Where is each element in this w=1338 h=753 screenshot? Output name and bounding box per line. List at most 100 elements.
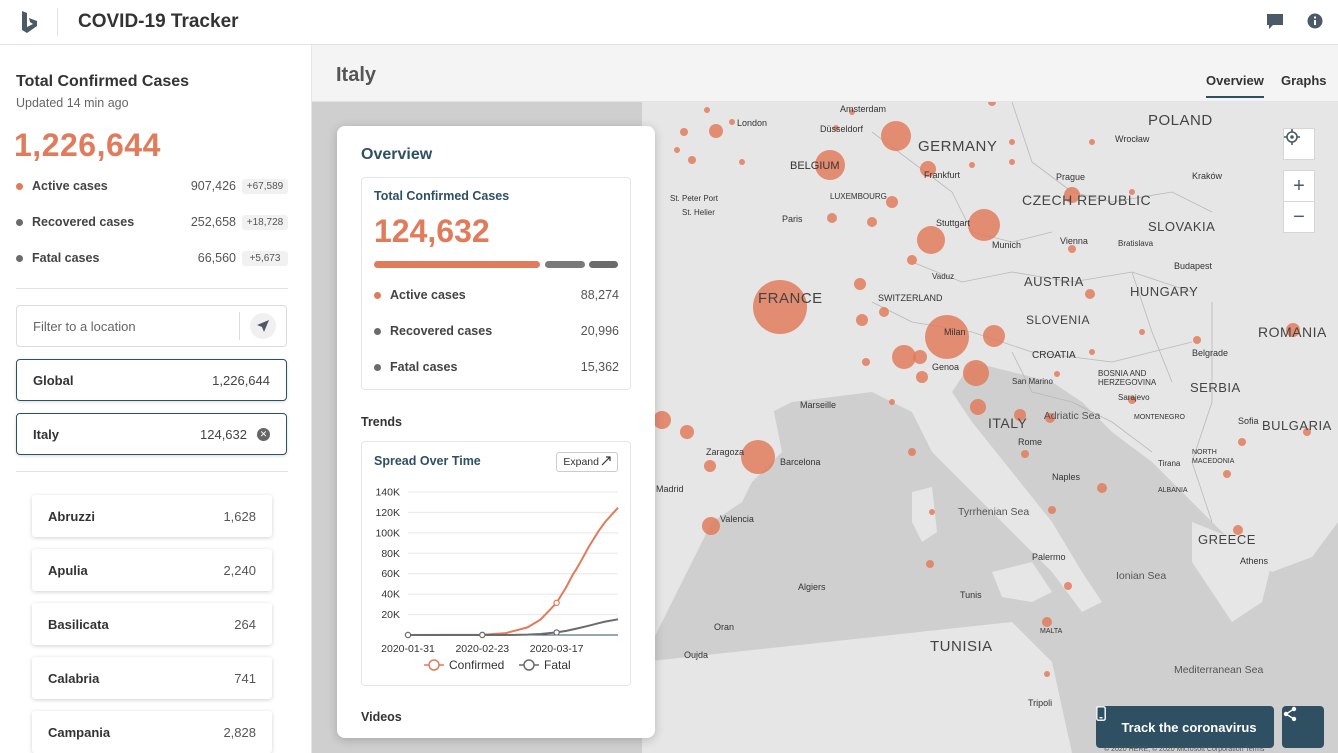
filter-separator	[239, 312, 240, 340]
map-label: NORTH MACEDONIA	[1192, 449, 1235, 465]
recenter-button[interactable]	[1283, 128, 1315, 160]
map-label: SWITZERLAND	[878, 293, 943, 303]
map-label: Naples	[1052, 472, 1081, 482]
map-label: GREECE	[1198, 532, 1256, 547]
map-label: CROATIA	[1032, 350, 1076, 361]
navigation-arrow-icon	[250, 313, 276, 339]
map-label: BELGIUM	[790, 160, 840, 172]
chart-title: Spread Over Time	[374, 454, 481, 468]
map-label: AUSTRIA	[1024, 274, 1084, 289]
location-name: Global	[33, 372, 74, 388]
tab-overview[interactable]: Overview	[1206, 73, 1264, 98]
map-label: CZECH REPUBLIC	[1022, 192, 1152, 208]
map-label: Wrocław	[1115, 134, 1150, 144]
track-button-label: Track the coronavirus	[1121, 719, 1257, 735]
map-label: Belgrade	[1192, 348, 1229, 358]
region-item-abruzzi[interactable]: Abruzzi 1,628	[32, 495, 272, 537]
spread-chart: 20K 40K 60K 80K 100K 120K 140K 2020-01-31 2020-0…	[375, 487, 619, 672]
region-name: Abruzzi	[48, 508, 95, 524]
track-coronavirus-button[interactable]: Track the coronavirus	[1096, 706, 1274, 748]
map-label: Madrid	[656, 484, 684, 494]
divider	[16, 471, 288, 472]
country-fatal-row: Fatal cases 15,362	[374, 360, 619, 374]
map-label: Ionian Sea	[1116, 570, 1167, 582]
active-share-bar	[374, 261, 540, 268]
region-value: 741	[234, 670, 256, 686]
country-recovered-row: Recovered cases 20,996	[374, 324, 619, 338]
y-tick-label: 60K	[381, 568, 400, 580]
map-label: London	[737, 118, 768, 128]
map-label: Milan	[944, 327, 966, 337]
map-label: GERMANY	[918, 138, 998, 155]
map-label: Marseille	[800, 400, 837, 410]
region-item-campania[interactable]: Campania 2,828	[32, 711, 272, 753]
overview-title: Overview	[361, 146, 433, 163]
map-label: FRANCE	[758, 290, 823, 307]
zoom-out-button[interactable]: −	[1283, 201, 1315, 233]
stat-value: 20,996	[580, 324, 619, 338]
bing-logo[interactable]	[0, 8, 58, 36]
data-point	[404, 631, 412, 639]
map-label: ROMANIA	[1258, 324, 1327, 340]
videos-label: Videos	[361, 710, 402, 724]
expand-arrow-icon	[601, 455, 611, 469]
fatal-share-bar	[589, 261, 618, 268]
location-name: Italy	[33, 426, 60, 442]
stat-label: Recovered cases	[390, 324, 493, 338]
app-header: COVID-19 Tracker	[0, 0, 1338, 45]
stat-label: Fatal cases	[390, 360, 458, 374]
stat-value: 15,362	[580, 360, 619, 374]
map-label: Rome	[1018, 437, 1043, 447]
active-cases-row: Active cases 907,426 +67,589	[16, 177, 288, 195]
map-label: Tunis	[960, 590, 982, 600]
map-label: Tyrrhenian Sea	[958, 506, 1030, 518]
map-label: BOSNIA AND HERZEGOVINA	[1098, 369, 1157, 387]
legend-label: Confirmed	[449, 658, 504, 672]
plus-icon: +	[1293, 174, 1305, 197]
map-label: HUNGARY	[1130, 284, 1199, 299]
map-label: MONTENEGRO	[1134, 414, 1185, 421]
zoom-in-button[interactable]: +	[1283, 170, 1315, 202]
overview-card: Overview Total Confirmed Cases 124,632 A…	[337, 126, 655, 738]
map-label: Algiers	[798, 582, 826, 592]
locate-me-button[interactable]	[240, 306, 286, 346]
map-label: Kraków	[1192, 171, 1223, 181]
map-label: Frankfurt	[924, 170, 961, 180]
map-label: Paris	[782, 214, 803, 224]
region-item-basilicata[interactable]: Basilicata 264	[32, 603, 272, 645]
expand-button[interactable]: Expand	[556, 452, 618, 472]
region-item-apulia[interactable]: Apulia 2,240	[32, 549, 272, 591]
share-button[interactable]	[1282, 706, 1324, 748]
map-label: Sarajevo	[1118, 393, 1150, 402]
map-label: Palermo	[1032, 552, 1066, 562]
region-value: 2,240	[223, 562, 256, 578]
location-italy[interactable]: Italy 124,632 ✕	[16, 413, 287, 455]
tab-graphs[interactable]: Graphs	[1281, 73, 1327, 88]
map-label: Oran	[714, 622, 735, 632]
y-tick-label: 100K	[375, 527, 400, 539]
map-label: Budapest	[1174, 261, 1213, 271]
stat-value: 907,426	[190, 179, 236, 193]
location-value: 124,632	[200, 426, 247, 442]
map-label: POLAND	[1148, 112, 1213, 129]
map-label: Stuttgart	[936, 218, 971, 228]
location-global[interactable]: Global 1,226,644	[16, 359, 287, 401]
app-title: COVID-19 Tracker	[78, 11, 239, 32]
map-label: Adriatic Sea	[1043, 410, 1101, 422]
stat-delta: +18,728	[242, 214, 288, 230]
info-icon[interactable]	[1306, 12, 1324, 30]
clear-location-icon[interactable]: ✕	[257, 427, 270, 441]
region-item-calabria[interactable]: Calabria 741	[32, 657, 272, 699]
map-label: Tripoli	[1028, 698, 1053, 708]
map-label: Sofia	[1238, 416, 1259, 426]
y-tick-label: 120K	[375, 507, 400, 519]
x-tick-label: 2020-03-17	[530, 643, 584, 655]
map-label: Genoa	[932, 362, 960, 372]
map-label: LUXEMBOURG	[830, 192, 887, 201]
stat-label: Active cases	[390, 288, 466, 302]
stat-delta: +5,673	[242, 250, 288, 266]
feedback-icon[interactable]	[1266, 12, 1284, 30]
location-filter-input[interactable]	[17, 306, 239, 346]
active-dot-icon	[16, 182, 23, 190]
expand-label: Expand	[563, 456, 599, 468]
